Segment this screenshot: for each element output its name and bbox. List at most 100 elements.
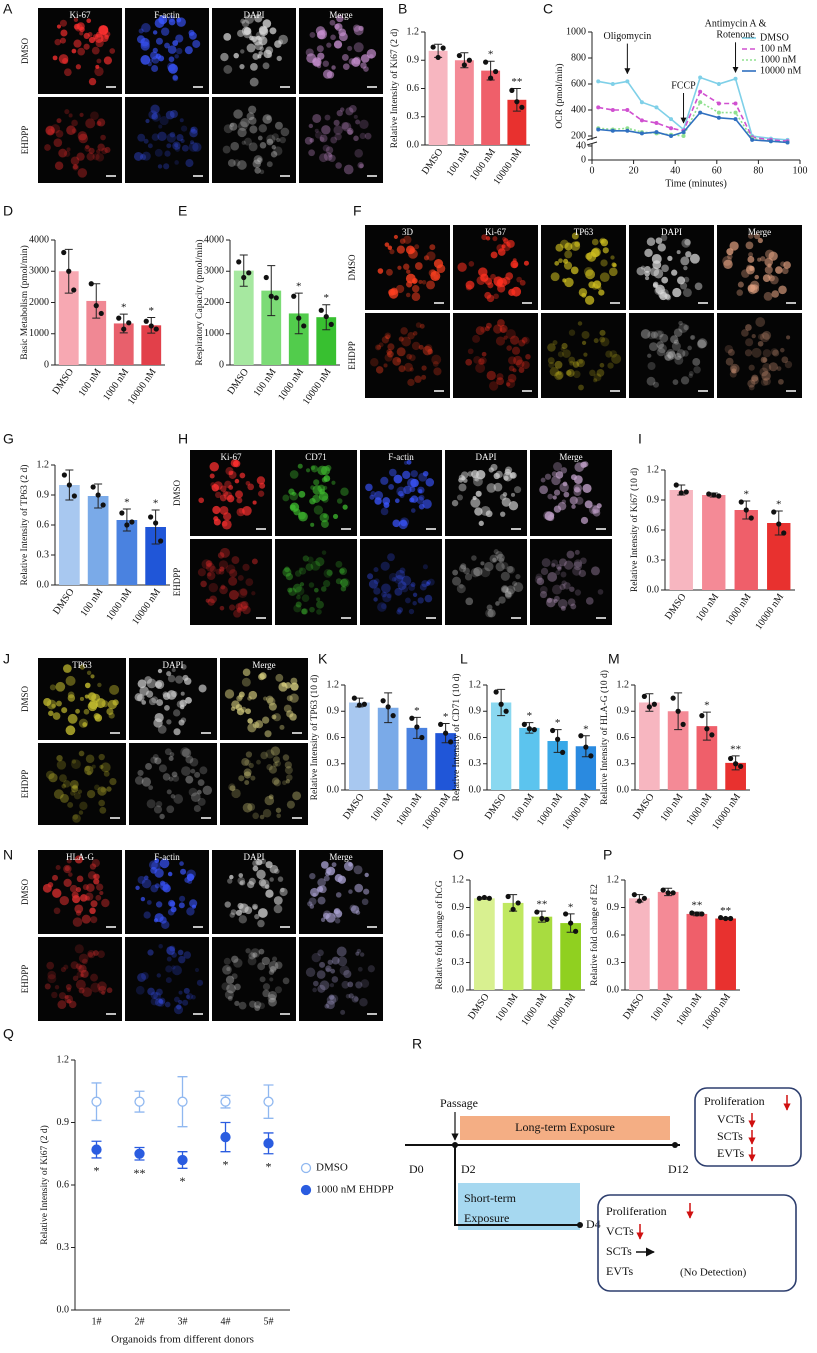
y-axis-label: Relative Intensity of TP63 (10 d) bbox=[309, 675, 320, 801]
cell bbox=[77, 168, 88, 178]
cell bbox=[143, 911, 151, 919]
cell bbox=[66, 147, 71, 152]
cell bbox=[465, 597, 474, 606]
cell bbox=[432, 361, 439, 367]
data-point bbox=[301, 323, 307, 329]
cell bbox=[80, 969, 89, 978]
cell bbox=[325, 965, 332, 972]
cell bbox=[389, 468, 397, 477]
data-point bbox=[534, 909, 540, 915]
cell bbox=[405, 292, 411, 298]
cell bbox=[361, 898, 369, 906]
data-point bbox=[706, 491, 712, 497]
cell bbox=[512, 258, 517, 263]
cell bbox=[359, 952, 365, 957]
cell bbox=[166, 143, 172, 149]
cell bbox=[470, 568, 481, 578]
bar bbox=[406, 727, 428, 790]
cell bbox=[468, 261, 475, 267]
data-point bbox=[476, 895, 482, 901]
cell bbox=[165, 110, 175, 120]
marker bbox=[698, 110, 703, 115]
cell bbox=[179, 861, 184, 866]
cell bbox=[663, 351, 674, 362]
panel-label: J bbox=[3, 651, 10, 667]
cell bbox=[172, 40, 179, 46]
cell bbox=[274, 868, 280, 874]
cell bbox=[83, 708, 90, 715]
cell bbox=[174, 146, 181, 152]
micrograph bbox=[629, 313, 714, 398]
cell bbox=[505, 466, 513, 474]
cell bbox=[175, 675, 184, 684]
cell bbox=[465, 358, 473, 366]
cell bbox=[504, 590, 512, 598]
data-point bbox=[503, 708, 509, 714]
data-point bbox=[351, 695, 357, 701]
significance: * bbox=[776, 499, 782, 511]
cell bbox=[267, 994, 277, 1003]
cell bbox=[227, 159, 236, 167]
cell bbox=[145, 763, 152, 770]
cell bbox=[546, 597, 556, 608]
cell bbox=[217, 552, 225, 559]
significance: * bbox=[744, 489, 750, 501]
data-point bbox=[519, 104, 525, 110]
cell bbox=[646, 237, 656, 247]
cell bbox=[61, 783, 67, 789]
cell bbox=[554, 595, 560, 602]
cell bbox=[563, 261, 573, 270]
cell bbox=[64, 109, 70, 115]
cell bbox=[688, 371, 694, 376]
cell bbox=[583, 352, 588, 357]
cell bbox=[505, 272, 514, 280]
cell bbox=[148, 785, 154, 791]
cell bbox=[384, 242, 390, 247]
cell bbox=[213, 518, 221, 526]
data-point bbox=[323, 313, 329, 320]
cell bbox=[317, 949, 324, 957]
cell bbox=[427, 348, 434, 355]
cell bbox=[323, 580, 331, 588]
cell bbox=[470, 497, 481, 508]
cell bbox=[578, 288, 588, 297]
cell bbox=[368, 579, 379, 589]
cell bbox=[190, 768, 196, 774]
cell bbox=[84, 682, 91, 689]
error-bar bbox=[702, 711, 711, 741]
y-tick-label: 0.6 bbox=[407, 83, 420, 94]
cell bbox=[319, 980, 330, 991]
cell bbox=[146, 799, 156, 809]
cell bbox=[178, 955, 186, 964]
data-point bbox=[509, 87, 515, 93]
cell bbox=[558, 258, 563, 264]
data-point bbox=[126, 320, 132, 326]
cell bbox=[578, 384, 584, 391]
cell bbox=[222, 145, 231, 154]
cell bbox=[197, 797, 206, 806]
cell bbox=[147, 143, 153, 149]
cell bbox=[198, 684, 207, 693]
cell bbox=[152, 30, 158, 35]
cell bbox=[72, 975, 79, 981]
cell bbox=[421, 280, 427, 285]
cell bbox=[687, 345, 692, 351]
cell bbox=[569, 360, 575, 366]
cell bbox=[98, 799, 105, 807]
x-tick-label: 2# bbox=[135, 1316, 145, 1327]
cell bbox=[424, 594, 433, 603]
cell bbox=[63, 964, 69, 970]
cell bbox=[523, 260, 529, 266]
cell bbox=[167, 908, 175, 916]
x-tick-label: 100 nM bbox=[510, 792, 537, 824]
cell bbox=[306, 53, 317, 64]
cell bbox=[657, 330, 664, 338]
cell bbox=[60, 29, 68, 37]
cell bbox=[375, 344, 382, 351]
cell bbox=[745, 324, 752, 331]
day-label: D12 bbox=[668, 1162, 689, 1176]
y-tick-label: 0 bbox=[581, 154, 586, 165]
cell bbox=[490, 251, 498, 259]
cell bbox=[399, 567, 406, 574]
cell bbox=[353, 996, 359, 1002]
